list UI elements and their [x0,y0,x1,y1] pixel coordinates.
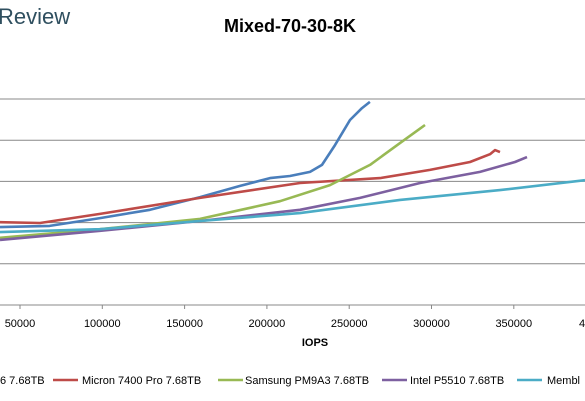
series-line [0,148,501,225]
legend-label: Micron 7400 Pro 7.68TB [82,375,201,387]
legend-label: 6 7.68TB [0,375,45,387]
series-line [0,155,528,242]
legend-label: Intel P5510 7.68TB [410,375,504,387]
legend-label: Samsung PM9A3 7.68TB [245,375,369,387]
chart-title: Mixed-70-30-8K [224,16,356,36]
brand: Review [0,4,70,29]
x-tick-label: 300000 [413,318,450,330]
x-axis-label: IOPS [302,337,328,349]
x-tick-label: 350000 [495,318,532,330]
legend-label: Membl [547,375,580,387]
x-tick-label: 250000 [331,318,368,330]
series-line [0,178,585,234]
x-tick-label: 150000 [166,318,203,330]
x-tick-label: 4 [579,318,585,330]
x-tick-label: 100000 [84,318,121,330]
series-line [0,100,371,229]
x-tick-label: 200000 [249,318,286,330]
x-tick-label: 50000 [5,318,36,330]
